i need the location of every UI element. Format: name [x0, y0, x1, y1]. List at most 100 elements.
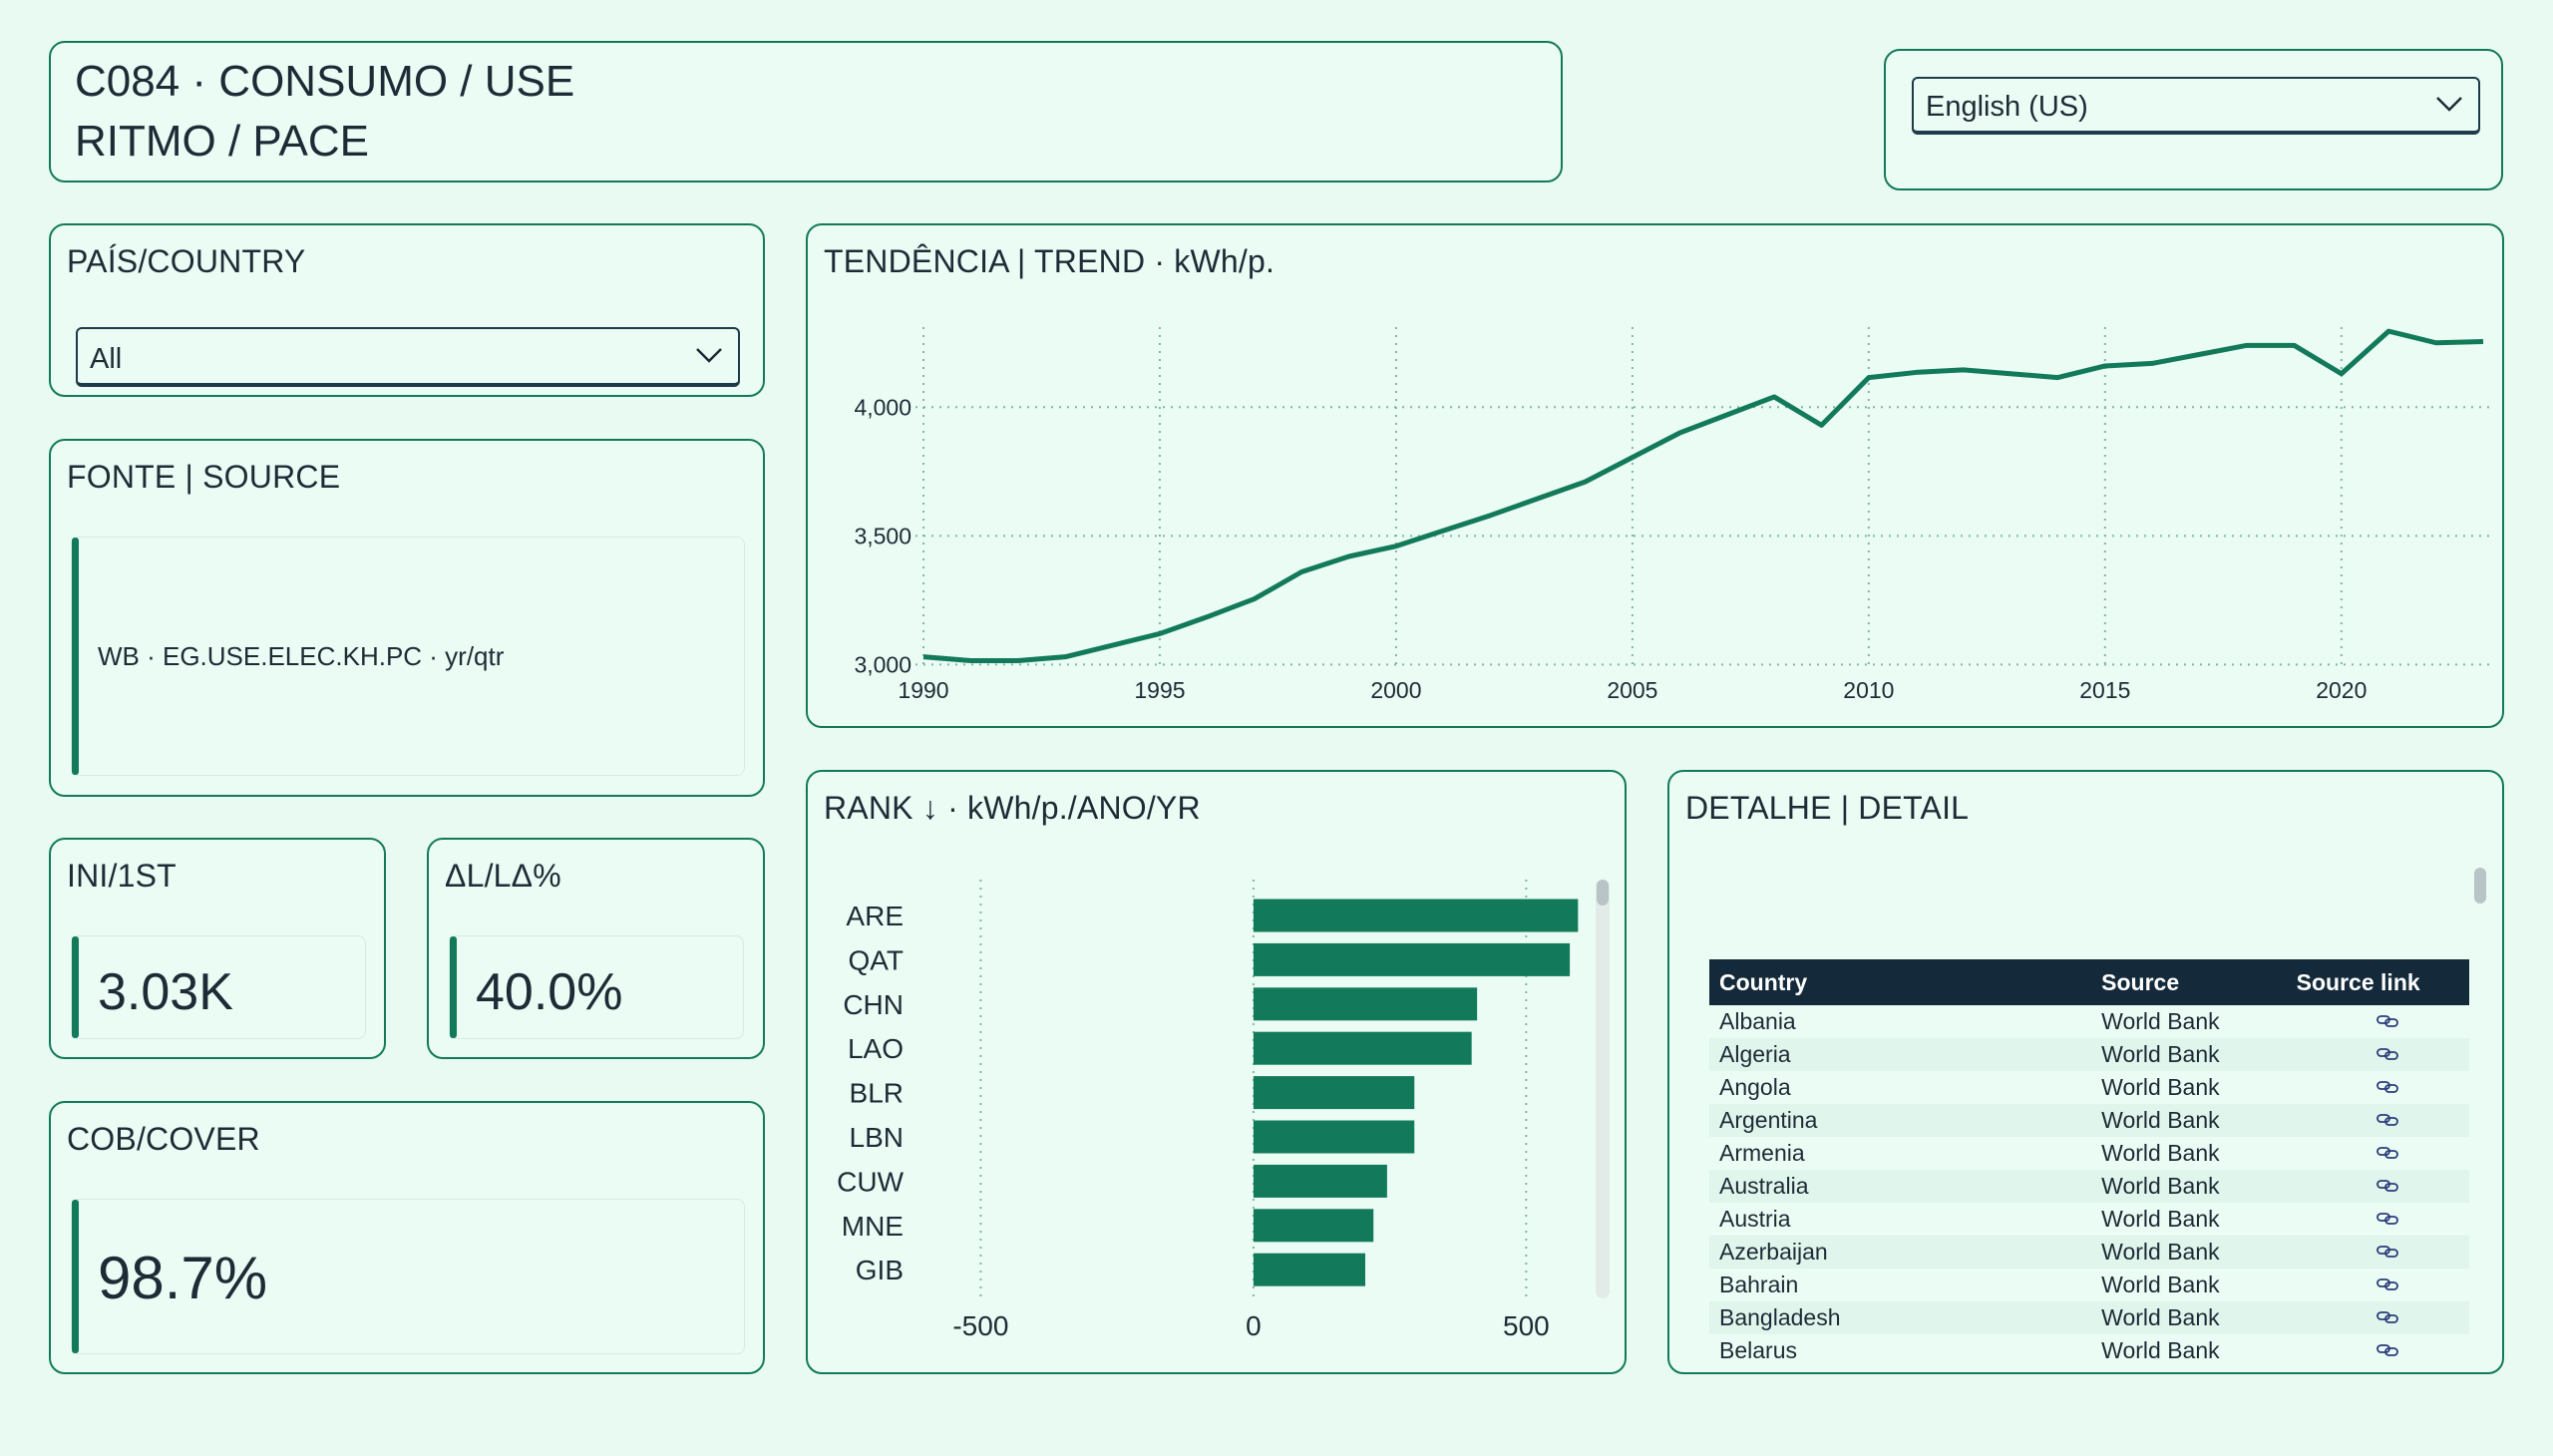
rank-bar[interactable] — [1253, 987, 1478, 1021]
category-label: CHN — [843, 989, 904, 1020]
source-link-cell[interactable] — [2286, 1137, 2469, 1170]
trend-data-point[interactable] — [1961, 367, 1967, 373]
trend-data-point[interactable] — [1583, 479, 1589, 485]
link-icon[interactable] — [2375, 1013, 2399, 1029]
trend-data-point[interactable] — [1015, 658, 1021, 664]
kpi-cover-value: 98.7% — [98, 1245, 268, 1311]
source-link-cell[interactable] — [2286, 1071, 2469, 1104]
table-row: Belarus World Bank — [1709, 1334, 2469, 1358]
link-icon[interactable] — [2375, 1276, 2399, 1292]
source-link-cell[interactable] — [2286, 1236, 2469, 1269]
source-link-cell[interactable] — [2286, 1334, 2469, 1358]
trend-data-point[interactable] — [1298, 568, 1304, 574]
kpi-delta-card: ΔL/LΔ% 40.0% — [427, 838, 765, 1059]
rank-bar[interactable] — [1253, 1076, 1415, 1110]
source-text: WB · EG.USE.ELEC.KH.PC · yr/qtr — [98, 641, 505, 671]
source-link-cell[interactable] — [2286, 1170, 2469, 1203]
trend-data-point[interactable] — [1252, 596, 1258, 602]
table-scrollbar[interactable] — [2474, 868, 2486, 904]
trend-data-point[interactable] — [1488, 513, 1494, 519]
trend-data-point[interactable] — [1724, 412, 1730, 418]
trend-data-point[interactable] — [1062, 654, 1068, 660]
trend-data-point[interactable] — [1866, 375, 1872, 381]
trend-data-point[interactable] — [920, 654, 926, 660]
trend-data-point[interactable] — [1157, 630, 1163, 636]
rank-bar[interactable] — [1253, 1253, 1366, 1286]
trend-data-point[interactable] — [2149, 360, 2155, 366]
column-header[interactable]: Country — [1709, 959, 2092, 1005]
x-tick-label: 500 — [1503, 1310, 1550, 1341]
x-tick-label: 2005 — [1607, 677, 1657, 703]
source-link-cell[interactable] — [2286, 1269, 2469, 1301]
report-header: C084 · CONSUMO / USE RITMO / PACE — [49, 41, 1563, 182]
source-link-cell[interactable] — [2286, 1038, 2469, 1071]
trend-data-point[interactable] — [1204, 614, 1210, 620]
kpi-delta-value: 40.0% — [476, 963, 623, 1021]
link-icon[interactable] — [2375, 1211, 2399, 1227]
source-link-cell[interactable] — [2286, 1203, 2469, 1236]
table-row: Bahrain World Bank — [1709, 1269, 2469, 1301]
rank-bar[interactable] — [1253, 1031, 1472, 1065]
detail-table: Country Source Source link Albania World Ba… — [1709, 959, 2469, 1358]
chevron-down-icon — [696, 348, 722, 363]
source-link-cell[interactable] — [2286, 1104, 2469, 1137]
table-row: Argentina World Bank — [1709, 1104, 2469, 1137]
link-icon[interactable] — [2375, 1244, 2399, 1260]
rank-chart[interactable]: -500 0 500 ARE QAT CHN LAO BLR LBN CUW MNE GIB — [808, 772, 1629, 1376]
trend-chart-title: TENDÊNCIA | TREND · kWh/p. — [824, 243, 1276, 279]
trend-data-point[interactable] — [1676, 430, 1682, 436]
link-icon[interactable] — [2375, 1046, 2399, 1062]
rank-bar[interactable] — [1253, 899, 1579, 932]
column-header[interactable]: Source link — [2286, 959, 2469, 1005]
rank-bar[interactable] — [1253, 1164, 1387, 1198]
source-link-cell[interactable] — [2286, 1005, 2469, 1038]
trend-data-point[interactable] — [1535, 496, 1541, 502]
trend-data-point[interactable] — [2291, 342, 2297, 348]
x-tick-label: 2020 — [2316, 677, 2367, 703]
trend-data-point[interactable] — [2385, 328, 2391, 334]
trend-data-point[interactable] — [1110, 642, 1116, 648]
source-cell: World Bank — [2091, 1071, 2287, 1104]
trend-data-point[interactable] — [1630, 455, 1636, 461]
source-cell: World Bank — [2091, 1203, 2287, 1236]
trend-data-point[interactable] — [1771, 394, 1777, 400]
table-header-row: Country Source Source link — [1709, 959, 2469, 1005]
category-label: BLR — [850, 1078, 904, 1109]
table-row: Armenia World Bank — [1709, 1137, 2469, 1170]
trend-data-point[interactable] — [1346, 553, 1352, 559]
rank-bar[interactable] — [1253, 1209, 1374, 1243]
trend-data-point[interactable] — [1440, 528, 1446, 534]
trend-data-point[interactable] — [2480, 338, 2486, 344]
trend-chart-card: TENDÊNCIA | TREND · kWh/p. 3,000 3,500 4,0… — [806, 223, 2504, 728]
column-header[interactable]: Source — [2091, 959, 2287, 1005]
trend-chart[interactable]: 3,000 3,500 4,000 1990 1995 2000 2005 2010 2015 2… — [808, 225, 2506, 730]
link-icon[interactable] — [2375, 1145, 2399, 1161]
trend-data-point[interactable] — [1913, 369, 1919, 375]
trend-data-point[interactable] — [967, 658, 973, 664]
country-cell: Azerbaijan — [1709, 1236, 2092, 1269]
rank-bar[interactable] — [1253, 942, 1571, 976]
trend-data-point[interactable] — [2007, 371, 2013, 377]
trend-data-point[interactable] — [2197, 351, 2203, 357]
source-link-cell[interactable] — [2286, 1301, 2469, 1334]
chart-scroll-thumb[interactable] — [1597, 880, 1609, 906]
trend-data-point[interactable] — [2339, 371, 2345, 377]
link-icon[interactable] — [2375, 1342, 2399, 1358]
link-icon[interactable] — [2375, 1079, 2399, 1095]
trend-data-point[interactable] — [2433, 340, 2439, 346]
trend-series-line[interactable] — [922, 328, 2484, 664]
trend-data-point[interactable] — [2054, 375, 2060, 381]
chart-scroll-track[interactable] — [1596, 880, 1610, 1298]
link-icon[interactable] — [2375, 1178, 2399, 1194]
trend-data-point[interactable] — [2244, 342, 2250, 348]
trend-data-point[interactable] — [1393, 544, 1399, 549]
trend-data-point[interactable] — [2102, 363, 2108, 369]
report-subtitle: RITMO / PACE — [75, 117, 369, 166]
detail-table-viewport[interactable]: Country Source Source link Albania World Ba… — [1689, 866, 2469, 1358]
link-icon[interactable] — [2375, 1309, 2399, 1325]
trend-data-point[interactable] — [1818, 422, 1824, 428]
rank-bar[interactable] — [1253, 1120, 1415, 1154]
country-dropdown[interactable]: All — [76, 327, 740, 387]
language-dropdown[interactable]: English (US) — [1912, 77, 2480, 135]
link-icon[interactable] — [2375, 1112, 2399, 1128]
